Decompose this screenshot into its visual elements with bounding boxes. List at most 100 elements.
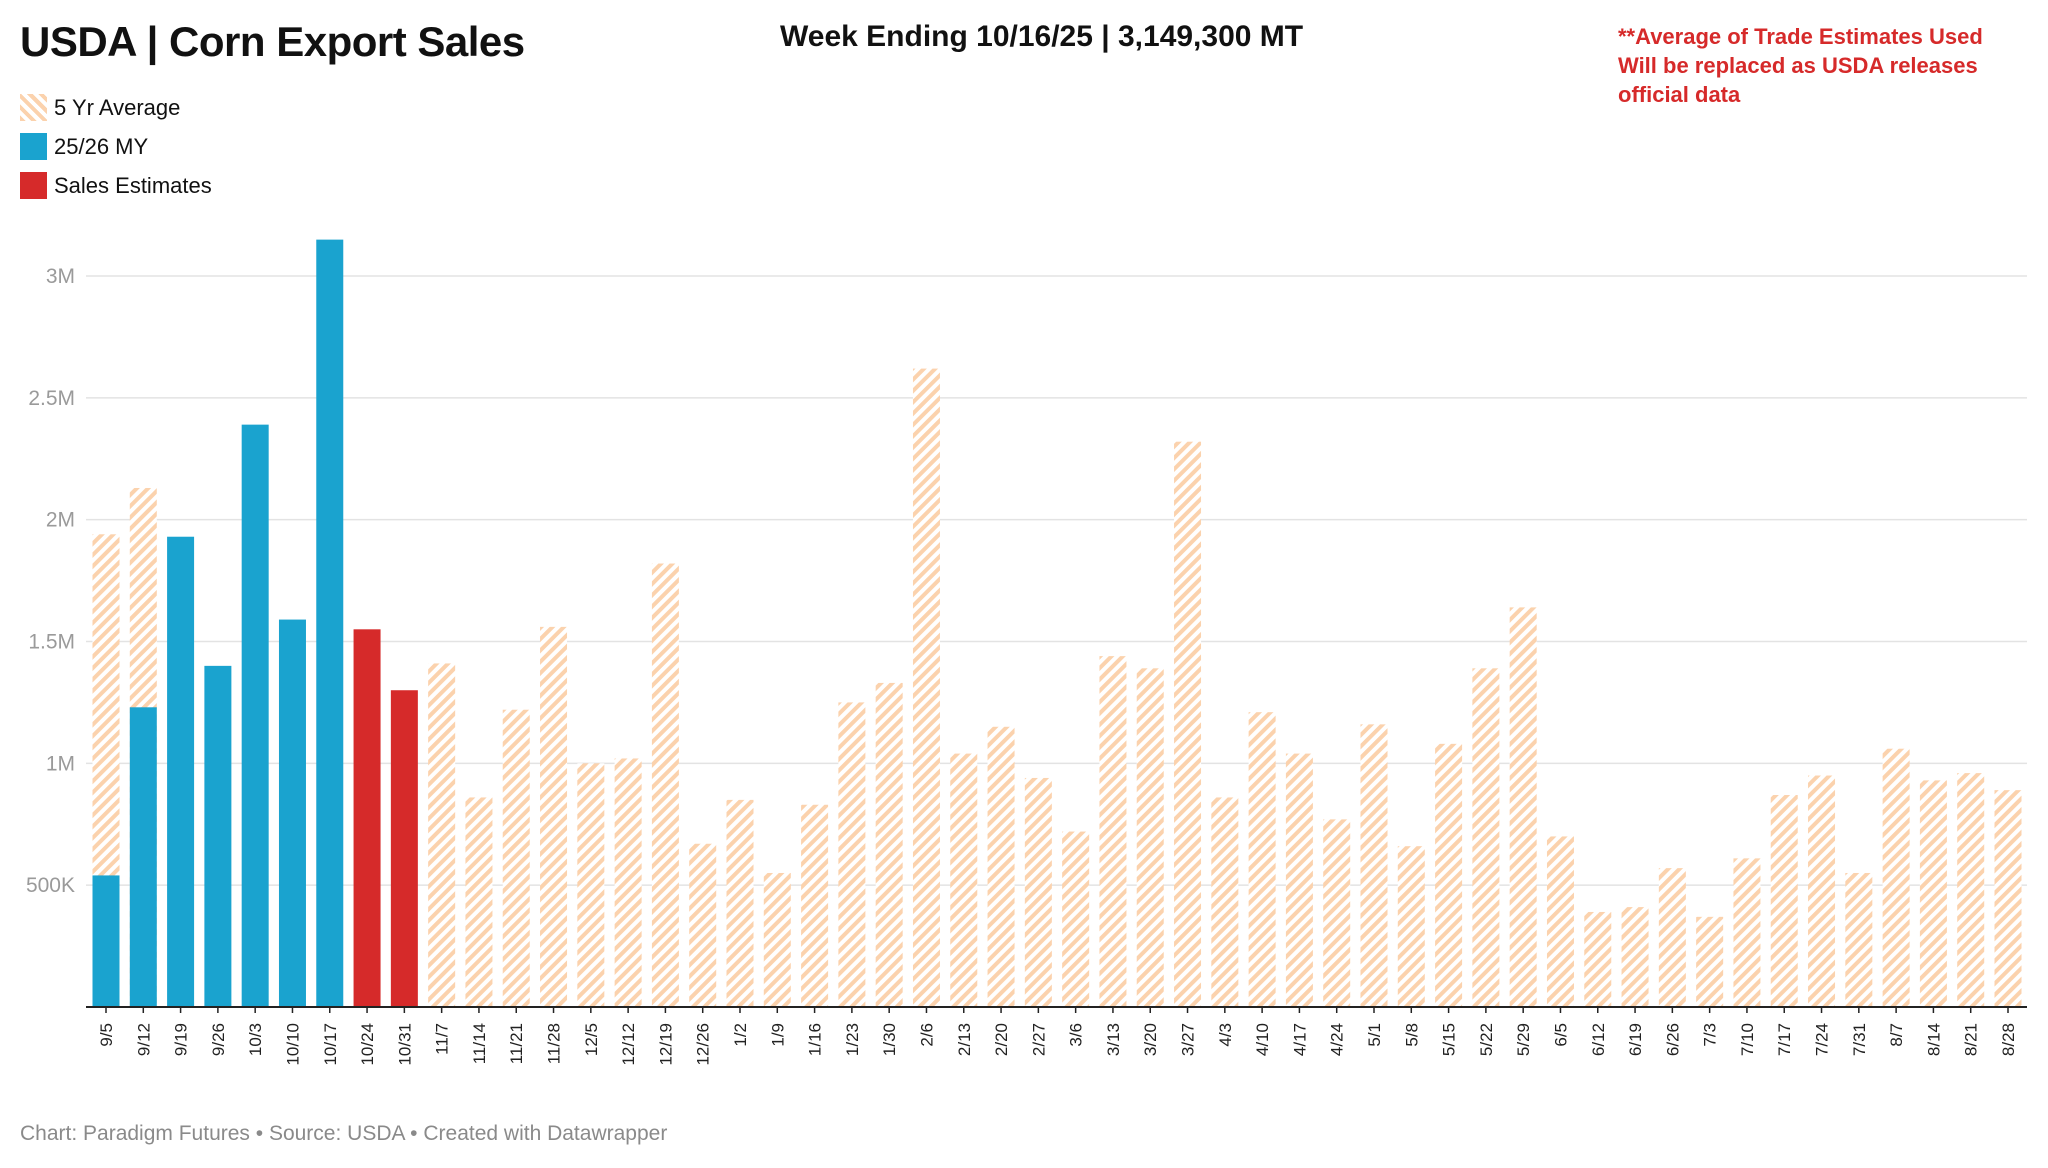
bar-5yr-average (1174, 441, 1202, 1007)
legend-label: Sales Estimates (54, 172, 212, 198)
x-tick-label: 7/10 (1738, 1023, 1757, 1056)
legend-swatch (20, 94, 47, 121)
x-tick-label: 5/8 (1402, 1023, 1421, 1047)
x-tick-label: 5/29 (1514, 1023, 1533, 1056)
x-tick-label: 9/5 (97, 1023, 116, 1047)
bar-5yr-average (651, 563, 679, 1007)
x-tick-label: 6/12 (1589, 1023, 1608, 1056)
bar-5yr-average (1994, 790, 2022, 1007)
x-tick-label: 2/6 (917, 1023, 936, 1047)
x-tick-label: 3/27 (1179, 1023, 1198, 1056)
x-tick-label: 5/22 (1477, 1023, 1496, 1056)
bar-5yr-average (1024, 777, 1052, 1007)
bar-5yr-average (502, 709, 530, 1007)
bar-25-26-my (167, 536, 195, 1007)
bar-5yr-average (1770, 795, 1798, 1007)
legend-item-25-26-my: 25/26 MY (20, 127, 212, 166)
bar-5yr-average (801, 804, 829, 1007)
x-tick-label: 7/17 (1775, 1023, 1794, 1056)
bar-5yr-average (726, 799, 754, 1007)
x-tick-label: 1/23 (843, 1023, 862, 1056)
x-tick-label: 10/31 (395, 1023, 414, 1066)
chart-footer: Chart: Paradigm Futures • Source: USDA •… (20, 1122, 668, 1145)
bar-25-26-my (129, 707, 157, 1007)
bar-5yr-average (763, 872, 791, 1007)
x-tick-label: 1/2 (731, 1023, 750, 1047)
bar-25-26-my (316, 239, 344, 1008)
bar-5yr-average (1733, 858, 1761, 1007)
bar-5yr-average (1621, 907, 1649, 1007)
bar-5yr-average (1099, 656, 1127, 1007)
bar-5yr-average (987, 726, 1015, 1007)
bar-5yr-average (1808, 775, 1836, 1007)
x-tick-label: 11/14 (470, 1023, 489, 1064)
x-tick-label: 12/19 (656, 1023, 675, 1066)
y-tick-label: 500K (26, 874, 75, 897)
bar-5yr-average (1360, 724, 1388, 1007)
bar-5yr-average (1696, 916, 1724, 1007)
bar-5yr-average (950, 753, 978, 1007)
bar-25-26-my (241, 424, 269, 1007)
note-line: **Average of Trade Estimates Used (1618, 24, 1983, 49)
x-tick-label: 4/17 (1290, 1023, 1309, 1056)
legend-label: 25/26 MY (54, 133, 149, 159)
x-tick-label: 10/17 (321, 1023, 340, 1066)
bar-5yr-average (1919, 780, 1947, 1007)
x-tick-label: 8/28 (1999, 1023, 2018, 1056)
bar-5yr-average (1957, 773, 1985, 1007)
x-tick-label: 7/3 (1701, 1023, 1720, 1047)
note-line: Will be replaced as USDA releases (1618, 53, 1978, 78)
bar-5yr-average (540, 626, 568, 1007)
x-tick-label: 3/6 (1067, 1023, 1086, 1047)
x-tick-label: 12/26 (694, 1023, 713, 1066)
x-tick-label: 1/30 (880, 1023, 899, 1056)
bar-5yr-average (912, 368, 940, 1007)
x-tick-label: 1/9 (768, 1023, 787, 1047)
bar-5yr-average (1323, 819, 1351, 1007)
x-tick-label: 10/24 (358, 1023, 377, 1066)
x-tick-label: 7/24 (1813, 1023, 1832, 1056)
x-tick-label: 6/5 (1551, 1023, 1570, 1047)
y-tick-label: 2.5M (28, 387, 75, 410)
bar-25-26-my (278, 619, 306, 1007)
x-tick-label: 8/14 (1924, 1023, 1943, 1056)
legend: 5 Yr Average 25/26 MY Sales Estimates (20, 88, 212, 205)
legend-swatch (20, 133, 47, 160)
bar-5yr-average (1845, 872, 1873, 1007)
x-tick-label: 8/7 (1887, 1023, 1906, 1047)
x-tick-label: 5/15 (1440, 1023, 1459, 1056)
x-tick-label: 7/31 (1850, 1023, 1869, 1056)
bar-25-26-my (204, 665, 232, 1007)
y-tick-label: 3M (46, 265, 75, 288)
bar-5yr-average (1435, 743, 1463, 1007)
x-tick-label: 5/1 (1365, 1023, 1384, 1047)
bar-5yr-average (1509, 607, 1537, 1007)
y-tick-label: 2M (46, 509, 75, 532)
bar-5yr-average (1658, 868, 1686, 1007)
x-tick-label: 4/10 (1253, 1023, 1272, 1056)
chart-subtitle: Week Ending 10/16/25 | 3,149,300 MT (780, 20, 1304, 53)
bar-sales-estimate (353, 629, 381, 1007)
x-tick-label: 4/3 (1216, 1023, 1235, 1047)
x-tick-label: 2/20 (992, 1023, 1011, 1056)
legend-swatch (20, 172, 47, 199)
bar-5yr-average (1584, 911, 1612, 1007)
x-tick-label: 4/24 (1328, 1023, 1347, 1056)
x-tick-label: 2/27 (1029, 1023, 1048, 1056)
bar-25-26-my (92, 875, 120, 1007)
x-tick-label: 3/13 (1104, 1023, 1123, 1056)
bar-5yr-average (875, 682, 903, 1007)
x-tick-label: 3/20 (1141, 1023, 1160, 1056)
x-tick-label: 11/7 (433, 1023, 452, 1055)
bar-5yr-average (1285, 753, 1313, 1007)
bar-5yr-average (1062, 831, 1090, 1007)
bar-5yr-average (1882, 748, 1910, 1007)
x-tick-label: 8/21 (1962, 1023, 1981, 1056)
estimate-note: **Average of Trade Estimates Used Will b… (1618, 22, 2038, 109)
x-tick-label: 11/28 (545, 1023, 564, 1064)
y-tick-label: 1M (46, 752, 75, 775)
bar-sales-estimate (390, 690, 418, 1007)
bar-5yr-average (614, 758, 642, 1007)
y-tick-label: 1.5M (28, 631, 75, 654)
